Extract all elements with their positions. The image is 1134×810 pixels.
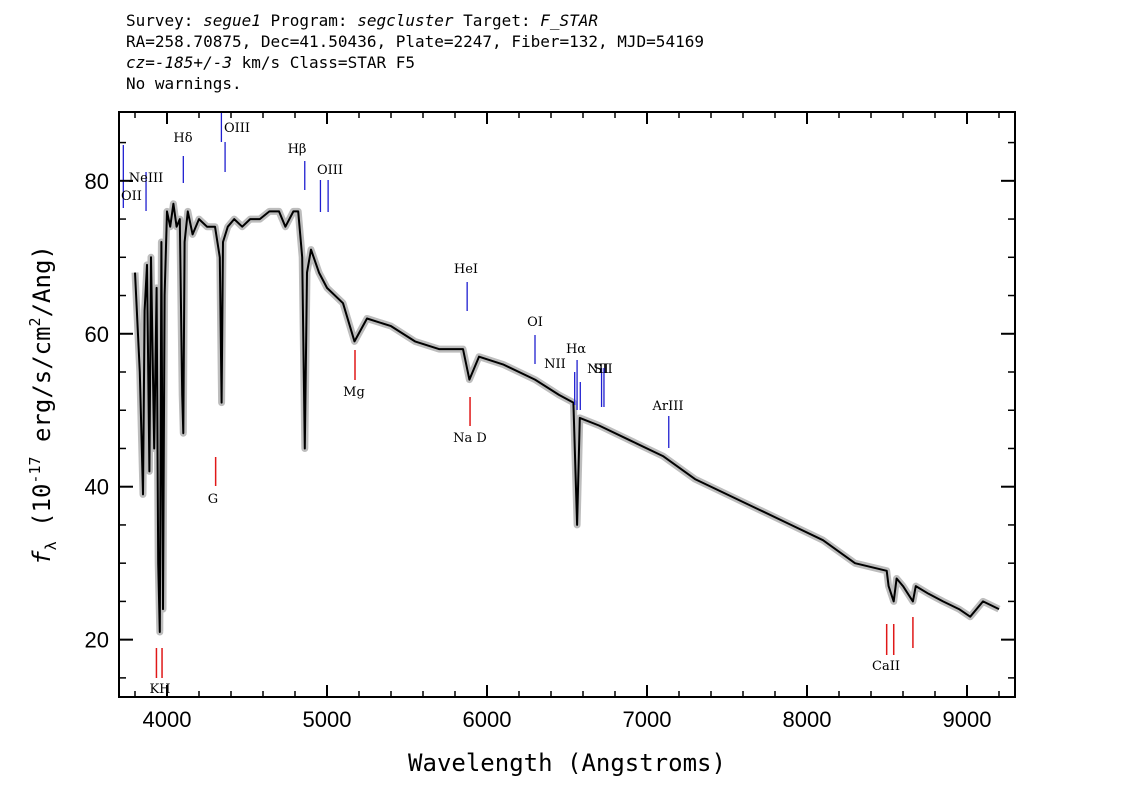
emission-line-label: Hδ [173, 131, 192, 146]
absorption-line-label: CaII [872, 659, 900, 674]
flux-error-band [131, 200, 1001, 636]
x-tick-label: 6000 [463, 707, 512, 732]
x-tick-label: 5000 [303, 707, 352, 732]
target-value: F_STAR [540, 11, 599, 30]
program-value: segcluster [357, 11, 454, 30]
emission-line-label: OI [527, 315, 543, 330]
x-tick-label: 7000 [623, 707, 672, 732]
ticks-layer: 4000 5000 6000 7000 8000 9000 20 40 60 80 [85, 112, 1015, 732]
header-line-coordinates: RA=258.70875, Dec=41.50436, Plate=2247, … [126, 32, 704, 51]
program-label: Program: [260, 11, 358, 30]
emission-line-label: ArIII [651, 399, 683, 414]
emission-line-label: Hα [566, 342, 586, 357]
cz-unit-class: km/s Class=STAR F5 [231, 53, 415, 72]
emission-line-label: NII [587, 362, 609, 377]
survey-value: segue1 [203, 11, 261, 30]
absorption-line-label: G [208, 492, 218, 507]
x-tick-label: 4000 [143, 707, 192, 732]
y-tick-label: 40 [85, 475, 109, 500]
spectrum-header: Survey: segue1 Program: segcluster Targe… [126, 10, 704, 94]
emission-line-label: Hβ [288, 142, 307, 157]
x-axis-title: Wavelength (Angstroms) [408, 749, 726, 777]
emission-line-label: NeIII [129, 171, 163, 186]
header-line-redshift: cz=-185+/-3 km/s Class=STAR F5 [126, 52, 704, 73]
flux-series-line [134, 202, 1000, 633]
y-tick-label: 60 [85, 322, 109, 347]
absorption-line-label: Na D [453, 431, 487, 446]
cz-value: =-185+/-3 [145, 53, 232, 72]
header-line-survey: Survey: segue1 Program: segcluster Targe… [126, 10, 704, 31]
emission-line-label: SII [593, 362, 612, 377]
cz-label: cz [126, 53, 146, 72]
emission-line-label: HeI [454, 262, 478, 277]
emission-line-label: OIII [224, 121, 250, 136]
emission-line-label: OII [121, 189, 142, 204]
x-tick-label: 9000 [943, 707, 992, 732]
y-tick-label: 20 [85, 628, 109, 653]
error-band-layer [131, 200, 1001, 636]
y-axis-title: fλ (10-17 erg/s/cm2/Ang) [26, 245, 60, 565]
y-tick-label: 80 [85, 169, 109, 194]
plot-frame [118, 111, 1016, 698]
emission-line-label: NII [544, 357, 566, 372]
emission-line-label: OIII [317, 163, 343, 178]
header-line-warnings: No warnings. [126, 74, 242, 93]
target-label: Target: [453, 11, 541, 30]
x-tick-label: 8000 [783, 707, 832, 732]
spectral-lines-layer: OIINeIIIHδOIIIHβOIIIHeIOINIIHαSIINIIArII… [121, 112, 914, 697]
absorption-line-label: KH [149, 682, 170, 697]
flux-layer [134, 202, 1000, 633]
absorption-line-label: Mg [343, 385, 365, 400]
survey-label: Survey: [126, 11, 204, 30]
